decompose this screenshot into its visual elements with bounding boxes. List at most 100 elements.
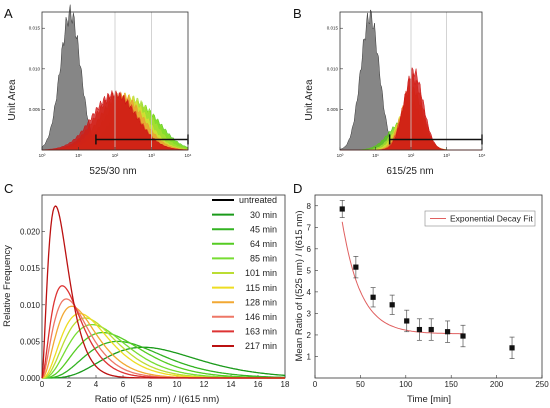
panel-c-series-line [42,346,286,379]
panel-d-ytick-label: 2 [307,331,312,340]
panel-d-legend: Exponential Decay Fit [424,210,536,227]
panel-d-data-point [389,302,395,308]
panel-c-legend-label: 115 min [246,283,277,293]
panel-b-ytick-label: 0.005 [327,107,339,112]
panel-d-letter: D [293,181,302,196]
panel-b-xtick-label: 10⁴ [479,153,486,158]
panel-d-xlabel: Time [min] [407,394,451,405]
panel-d-xtick-label: 200 [490,380,504,389]
panel-c-xtick-label: 18 [281,380,290,389]
panel-c-xtick-label: 10 [173,380,182,389]
panel-d-xtick-label: 150 [445,380,459,389]
panel-a-xtick-label: 10⁰ [39,153,46,158]
panel-b-ytick-label: 0.010 [327,66,339,71]
panel-c-legend-label: 45 min [250,224,277,234]
panel-d-ytick-label: 5 [307,266,312,275]
panel-a-ylabel: Unit Area [7,79,18,121]
panel-d-legend-box [424,210,536,227]
panel-a-xtick-label: 10² [112,153,119,158]
panel-b-axes: 0.005 0.010 0.015 10⁰ 10¹ 10² 10³ 10⁴ [327,11,486,158]
panel-c-xtick-label: 12 [200,380,209,389]
panel-c-xtick-label: 2 [67,380,72,389]
panel-c-xtick-label: 16 [254,380,263,389]
panel-d-ytick-label: 3 [307,309,312,318]
panel-d-axes: 0 50 100 150 200 250 1 2 3 4 5 6 7 8 [307,194,549,389]
panel-a-ytick-label: 0.015 [29,26,41,31]
panel-d-xtick-label: 0 [313,380,318,389]
panel-b-letter: B [293,6,302,21]
panel-b-xtick-label: 10¹ [372,153,379,158]
panel-a-ytick-label: 0.010 [29,66,41,71]
panel-b-xtick-label: 10³ [443,153,450,158]
panel-d-ytick-label: 1 [307,352,312,361]
panel-b-xtick-label: 10² [408,153,415,158]
panel-d-ylabel: Mean Ratio of I(525 nm) / I(615 nm) [294,210,305,361]
panel-b-ylabel: Unit Area [304,79,315,121]
panel-c-xtick-label: 14 [227,380,236,389]
panel-c-xtick-label: 0 [40,380,45,389]
panel-a-letter: A [4,6,13,21]
panel-c-lines [41,205,286,379]
panel-c-ytick-label: 0.000 [20,374,41,383]
panel-d-ytick-label: 8 [307,202,312,211]
panel-c-legend-label: 101 min [245,268,277,278]
panel-c-xtick-label: 4 [94,380,99,389]
panel-d-points [339,200,515,359]
panel-d-data-point [370,294,376,300]
panel-c-ytick-label: 0.010 [20,301,41,310]
panel-c-legend-label: 163 min [245,327,277,337]
panel-d-data-point [404,318,410,324]
panel-d-data-point [460,333,466,339]
panel-c-letter: C [4,181,13,196]
panel-c-xtick-label: 8 [148,380,153,389]
panel-d-ytick-label: 7 [307,223,312,232]
panel-b-xtick-label: 10⁰ [337,153,344,158]
panel-c-series-line [41,298,285,379]
panel-c-series-line [41,205,285,379]
panel-c-legend-label: 217 min [245,341,277,351]
panel-a-xtick-label: 10¹ [75,153,82,158]
panel-c-legend-label: 128 min [245,297,277,307]
panel-d-data-point [428,326,434,333]
panel-c-legend-label: untreated [239,195,277,205]
panel-a-axes: 0.005 0.010 0.015 10⁰ 10¹ 10² 10³ 10⁴ [29,11,192,158]
panel-d-xtick-label: 250 [535,380,549,389]
panel-d-plot-frame [314,194,543,379]
panel-a: A 0.005 0.010 0.015 10⁰ 10¹ 10² 10³ 10⁴ Unit Ar… [4,4,192,177]
panel-c-ytick-label: 0.020 [20,228,41,237]
panel-b: B 0.005 0.010 0.015 10⁰ 10¹ 10² 10³ 10⁴ Unit Ar… [293,6,486,177]
panel-c-ytick-label: 0.015 [20,264,41,273]
panel-d-fit-curve [341,221,463,335]
panel-c-legend-label: 30 min [250,210,277,220]
panel-c-xlabel: Ratio of I(525 nm) / I(615 nm) [95,394,220,405]
panel-c-series-line [42,331,285,379]
panel-c-ytick-label: 0.005 [20,337,41,346]
panel-d-data-point [444,329,451,335]
panel-a-xtick-label: 10⁴ [185,153,192,158]
panel-c-xtick-label: 6 [121,380,126,389]
panel-c-series-line [42,340,286,379]
panel-c-legend: untreated 30 min 45 min 64 min 85 min 101 min… [212,195,277,351]
panel-d-data-point [416,326,423,333]
panel-c-legend-label: 146 min [245,312,277,322]
panel-d-data-point [509,345,515,351]
panel-a-xtick-label: 10³ [148,153,155,158]
panel-c-legend-label: 85 min [250,254,277,264]
panel-d-xtick-label: 100 [399,380,413,389]
panel-d-legend-label: Exponential Decay Fit [450,214,533,224]
panel-d: D 0 50 100 150 200 250 1 2 3 4 5 6 7 8 Exponential De… [293,181,549,405]
panel-d-fit [341,221,463,335]
panel-a-xlabel: 525/30 nm [89,166,136,177]
panel-d-data-point [353,264,359,270]
panel-b-xlabel: 615/25 nm [386,166,433,177]
panel-a-ytick-label: 0.005 [29,107,41,112]
panel-d-data-point [339,206,345,212]
panel-d-ytick-label: 4 [307,288,312,297]
panel-c-ylabel: Relative Frequency [2,245,13,327]
panel-d-xtick-label: 50 [356,380,365,389]
panel-b-ytick-label: 0.015 [327,26,339,31]
panel-c-legend-label: 64 min [250,239,277,249]
panel-c: C 0 2 4 6 8 10 12 14 16 18 0.000 0.005 0.010 0.015 0.0… [2,181,290,405]
panel-d-ytick-label: 6 [307,245,312,254]
